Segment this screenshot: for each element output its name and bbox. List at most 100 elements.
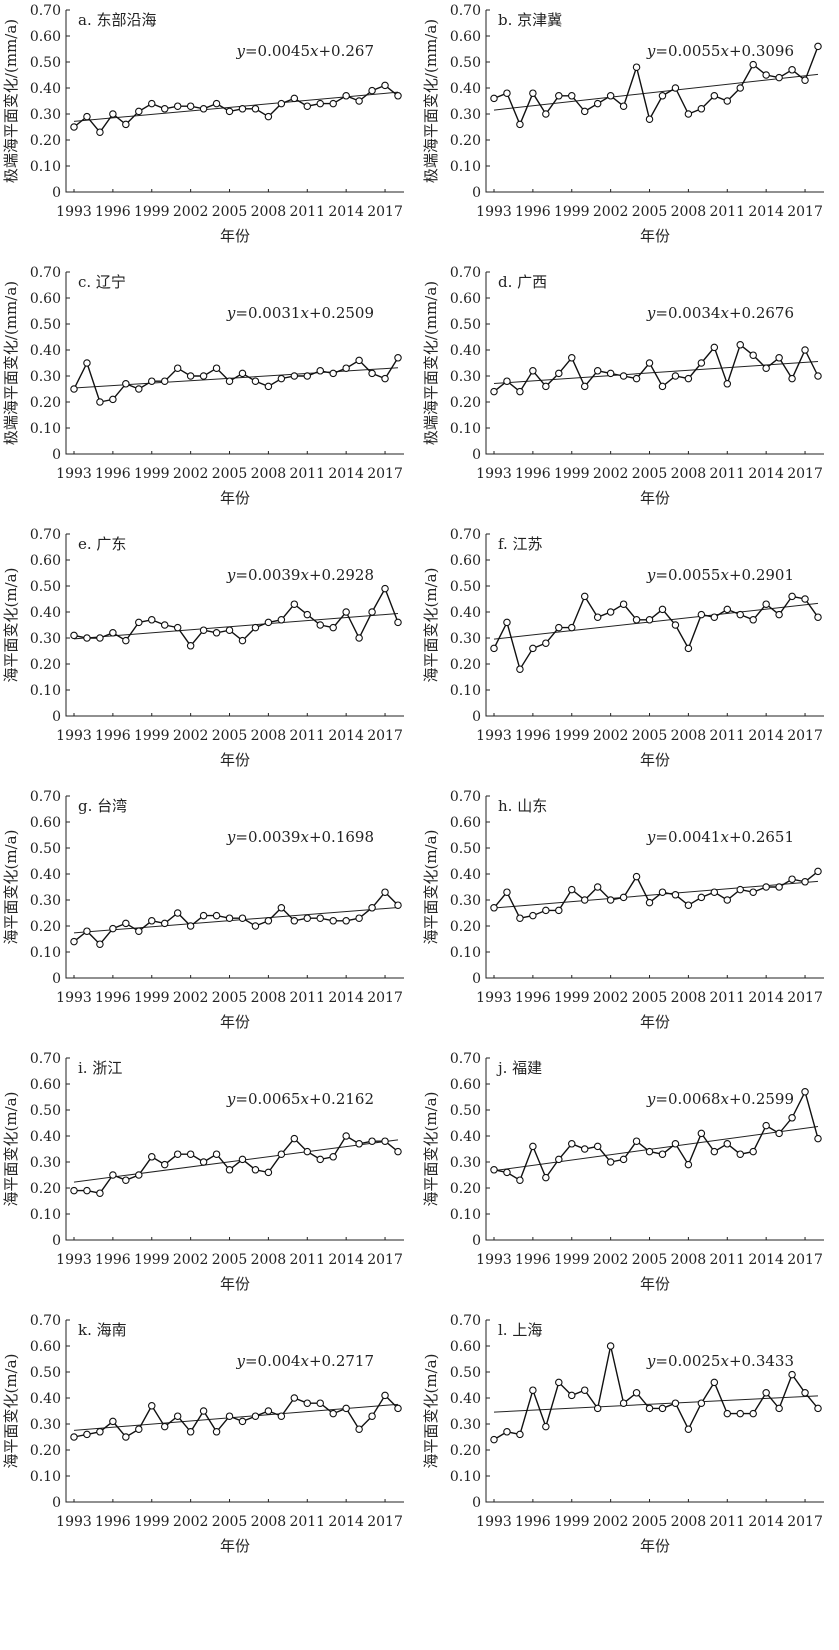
data-point	[516, 1176, 524, 1184]
data-point	[671, 372, 680, 380]
data-point	[355, 1425, 363, 1433]
data-point	[503, 89, 511, 97]
data-point	[342, 917, 350, 925]
y-tick-label: 0.30	[450, 631, 481, 647]
data-point	[148, 917, 156, 925]
y-axis-label: 极端海平面变化/(mm/a)	[2, 19, 20, 183]
data-point	[212, 99, 221, 108]
trend-line	[73, 1139, 399, 1183]
chart-svg: 0 0.10 0.20 0.30 0.40 0.50 0.60 0.70 1993 1996 199…	[2, 527, 404, 769]
data-point	[368, 369, 376, 378]
y-tick-label: 0	[52, 185, 61, 201]
data-point	[490, 904, 498, 912]
data-point	[277, 1150, 286, 1158]
y-tick-label: 0.10	[30, 159, 61, 175]
data-point	[329, 1409, 337, 1418]
x-tick-label: 1996	[515, 990, 551, 1006]
y-tick-label: 0.60	[30, 291, 61, 307]
data-point	[70, 937, 78, 946]
data-point	[749, 60, 757, 69]
y-tick-label: 0.10	[450, 683, 481, 699]
data-point	[606, 1342, 615, 1350]
data-point	[355, 914, 363, 922]
data-point	[199, 372, 208, 380]
data-point	[109, 1171, 117, 1179]
data-point	[329, 917, 337, 925]
data-point	[516, 665, 524, 673]
data-point	[290, 1134, 299, 1143]
data-point	[264, 382, 273, 391]
data-point	[542, 1422, 550, 1431]
x-tick-label: 2008	[671, 1252, 707, 1268]
data-point	[122, 120, 130, 129]
data-point	[503, 618, 511, 627]
panel-title: k. 海南	[78, 1321, 127, 1339]
data-point	[801, 1389, 809, 1397]
y-tick-label: 0.70	[30, 1051, 61, 1067]
data-point	[316, 367, 324, 375]
y-tick-label: 0.60	[450, 815, 481, 831]
x-tick-label: 2008	[671, 466, 707, 482]
data-point	[516, 120, 524, 129]
data-point	[381, 374, 389, 383]
data-point	[775, 73, 783, 82]
data-point	[96, 1189, 104, 1197]
x-tick-label: 1993	[56, 204, 92, 220]
chart-panel-7: 0 0.10 0.20 0.30 0.40 0.50 0.60 0.70 1993 1996 199…	[0, 786, 419, 1061]
data-point	[342, 1132, 350, 1140]
y-tick-label: 0.60	[30, 29, 61, 45]
data-point	[762, 600, 770, 608]
data-point	[580, 1145, 589, 1153]
data-point	[529, 89, 537, 97]
panel-title: c. 辽宁	[78, 273, 126, 291]
data-point	[619, 893, 628, 902]
x-tick-label: 1993	[56, 728, 92, 744]
data-point	[775, 1404, 783, 1413]
data-point	[96, 634, 104, 642]
data-point	[394, 354, 402, 362]
data-point	[303, 372, 312, 380]
y-axis-label: 海平面变化(m/a)	[2, 1092, 20, 1207]
data-point	[749, 351, 757, 359]
y-tick-label: 0.40	[450, 867, 481, 883]
data-point	[329, 1153, 337, 1161]
x-tick-label: 2002	[593, 990, 629, 1006]
data-point	[801, 1088, 809, 1096]
data-point	[619, 1155, 628, 1164]
data-point	[238, 105, 247, 113]
chart-panel-10: 0 0.10 0.20 0.30 0.40 0.50 0.60 0.70 1993 1996 199…	[420, 1048, 839, 1323]
chart-svg: 0 0.10 0.20 0.30 0.40 0.50 0.60 0.70 1993 1996 199…	[422, 265, 824, 507]
x-tick-label: 2002	[593, 1252, 629, 1268]
data-point	[277, 99, 286, 108]
chart-svg: 0 0.10 0.20 0.30 0.40 0.50 0.60 0.70 1993 1996 199…	[422, 527, 824, 769]
y-tick-label: 0	[472, 971, 481, 987]
data-point	[264, 1168, 273, 1177]
y-axis-label: 极端海平面变化/(mm/a)	[422, 19, 440, 183]
panel-title: f. 江苏	[498, 535, 543, 553]
data-point	[316, 621, 324, 629]
y-tick-label: 0.70	[450, 3, 481, 19]
data-point	[83, 927, 91, 935]
data-point	[109, 924, 117, 933]
x-axis-label: 年份	[220, 1537, 250, 1555]
y-tick-label: 0.20	[30, 1181, 61, 1197]
data-point	[697, 359, 706, 367]
x-tick-label: 2008	[671, 1514, 707, 1530]
data-point	[658, 888, 667, 896]
data-point	[303, 610, 312, 619]
series-line	[74, 1135, 399, 1194]
x-tick-label: 2005	[632, 466, 668, 482]
y-tick-label: 0.30	[450, 369, 481, 385]
axis-lines	[485, 534, 824, 717]
y-tick-label: 0.10	[450, 421, 481, 437]
data-point	[173, 623, 182, 632]
x-axis-label: 年份	[220, 1013, 250, 1031]
data-point	[490, 1435, 498, 1444]
data-point	[316, 99, 324, 108]
x-tick-label: 2017	[367, 1252, 403, 1268]
y-tick-label: 0.70	[30, 3, 61, 19]
data-point	[173, 909, 182, 917]
x-tick-label: 2005	[212, 466, 248, 482]
data-point	[736, 341, 744, 349]
x-tick-label: 2014	[328, 1514, 364, 1530]
